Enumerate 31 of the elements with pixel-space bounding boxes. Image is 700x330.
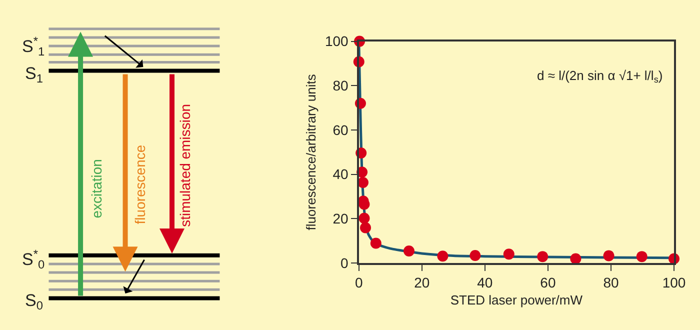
point <box>360 222 371 234</box>
x-tick-label: 100 <box>662 274 686 291</box>
x-tick-label: 40 <box>477 274 493 291</box>
point <box>437 250 448 262</box>
x-axis-title: STED laser power/mW <box>450 292 584 308</box>
x-tick-label: 80 <box>603 274 619 291</box>
y-axis-title: fluorescence/arbitrary units <box>303 74 318 230</box>
text: S$_{0}$ <box>25 291 44 313</box>
y-tick-label: 0 <box>340 254 349 271</box>
x-tick-label: 20 <box>414 274 430 291</box>
point <box>470 250 481 261</box>
point <box>403 246 414 257</box>
x-tick-label: 0 <box>354 274 363 291</box>
y-tick-label: 80 <box>332 78 349 94</box>
point <box>570 253 582 264</box>
point <box>537 251 548 262</box>
y-tick-label: 40 <box>332 166 349 182</box>
y-tick-label: 60 <box>332 122 349 138</box>
point <box>503 248 514 260</box>
x-tick-label: 60 <box>540 274 556 291</box>
point <box>358 212 370 224</box>
text: fluorescence <box>132 144 148 224</box>
text: stimulated emission <box>176 104 193 227</box>
point <box>603 250 614 262</box>
text: S$_{1}$ <box>25 64 44 86</box>
y-tick-label: 100 <box>324 33 349 50</box>
point <box>370 238 382 249</box>
y-tick-label: 20 <box>332 210 349 227</box>
annotation: d ≈ l/(2n sin α √1+ l/l$_{s}$) <box>537 68 663 85</box>
text: excitation <box>88 159 105 218</box>
point <box>636 251 648 262</box>
